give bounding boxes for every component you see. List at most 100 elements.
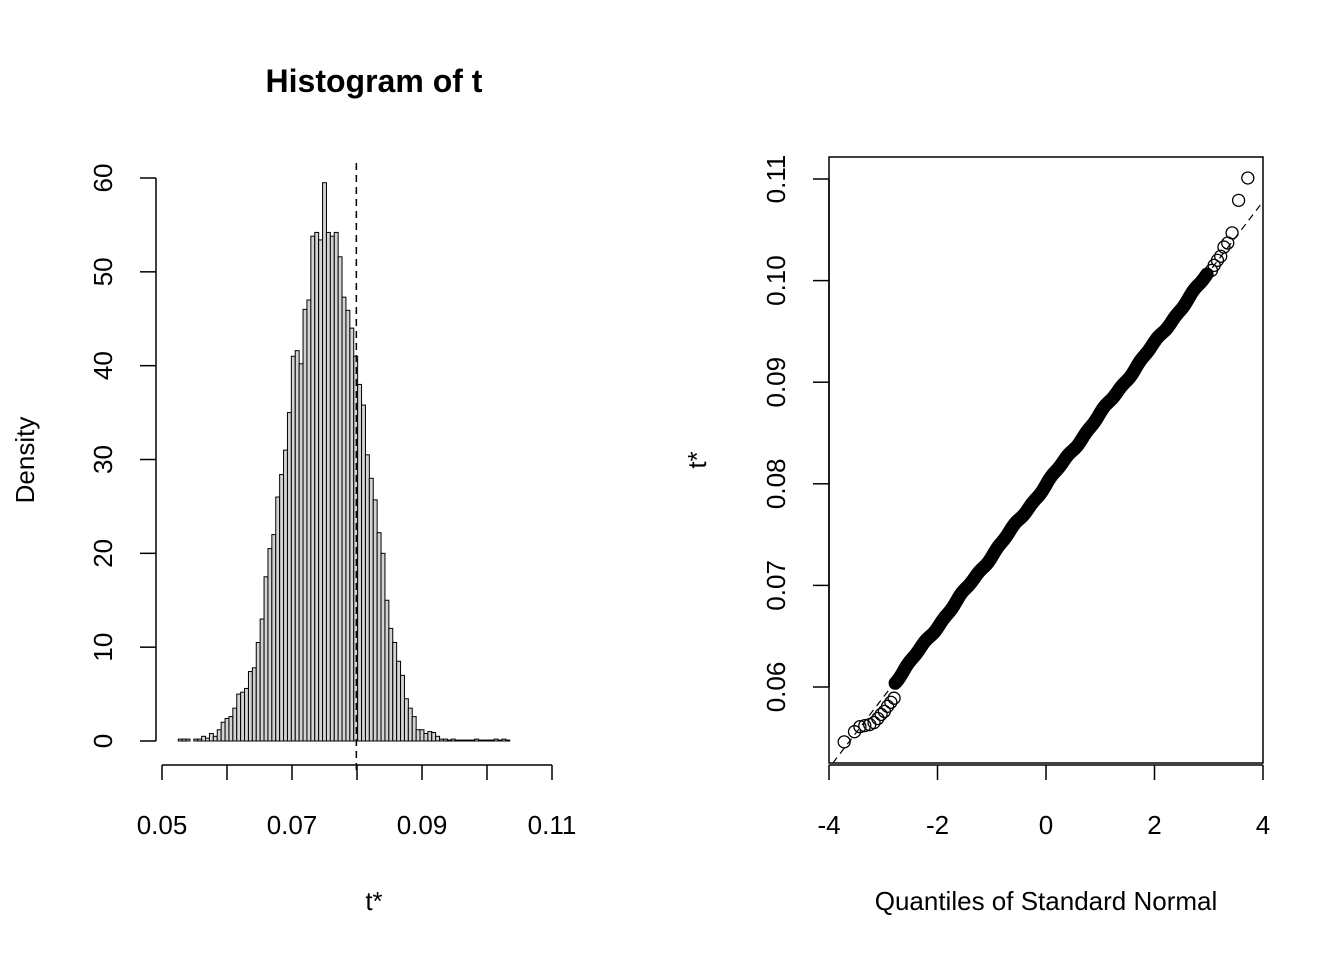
qq-y-tick-label: 0.10	[761, 255, 791, 306]
histogram-bar	[263, 576, 269, 742]
histogram-bar	[290, 355, 296, 742]
histogram-panel: Histogram of t t* Density 0.05 0.07 0.09 0.…	[10, 63, 576, 916]
histogram-bar	[341, 296, 347, 742]
histogram-x-axis: 0.05 0.07 0.09 0.11	[137, 764, 577, 840]
histogram-bar	[283, 449, 288, 742]
histogram-bar	[247, 671, 253, 742]
histogram-bar	[177, 738, 183, 742]
histogram-bar	[345, 309, 351, 742]
histogram-bar	[314, 231, 320, 742]
histogram-bar	[244, 687, 249, 742]
histogram-bar	[400, 674, 405, 742]
histogram-bar	[197, 738, 203, 742]
histogram-y-tick-label: 30	[88, 445, 118, 474]
qq-point	[867, 715, 881, 730]
histogram-bar	[505, 739, 511, 742]
histogram-bar	[271, 534, 277, 742]
histogram-bar	[294, 350, 300, 742]
histogram-bar	[329, 235, 335, 742]
qq-y-axis: 0.06 0.07 0.08 0.09 0.10 0.11	[761, 155, 830, 713]
histogram-bar	[228, 716, 234, 742]
histogram-bar	[485, 739, 491, 742]
histogram-bar	[368, 477, 374, 742]
qq-x-tick-label: 2	[1147, 810, 1161, 840]
histogram-bar	[427, 731, 433, 742]
histogram-title: Histogram of t	[266, 63, 483, 99]
histogram-bar	[310, 235, 316, 742]
histogram-y-tick-label: 10	[88, 633, 118, 662]
qq-point	[1241, 171, 1255, 185]
histogram-bar	[205, 737, 210, 742]
qq-point	[1210, 253, 1225, 267]
histogram-bar	[411, 716, 417, 742]
qq-y-tick-label: 0.07	[761, 560, 791, 611]
histogram-x-tick-label: 0.05	[137, 810, 188, 840]
histogram-bar	[306, 299, 312, 742]
histogram-bar	[349, 327, 355, 742]
histogram-bar	[337, 256, 343, 742]
histogram-bar	[403, 698, 409, 742]
histogram-bar	[497, 739, 503, 742]
qq-reference-line	[832, 201, 1264, 764]
qq-y-tick-label: 0.09	[761, 357, 791, 408]
histogram-y-tick-label: 0	[88, 734, 118, 748]
histogram-bar	[396, 660, 402, 742]
qq-point	[874, 707, 888, 722]
histogram-bar	[392, 641, 398, 742]
qq-point	[880, 699, 895, 713]
qq-points	[837, 171, 1255, 749]
qq-x-tick-label: -4	[817, 810, 840, 840]
qq-y-tick-label: 0.06	[761, 662, 791, 713]
histogram-bar	[193, 738, 199, 742]
histogram-bar	[439, 738, 444, 742]
qq-point	[1214, 249, 1228, 263]
histogram-bar	[357, 383, 363, 742]
qq-y-tick-label: 0.08	[761, 458, 791, 509]
histogram-bar	[240, 691, 246, 742]
histogram-bar	[298, 363, 304, 742]
qq-plot-frame	[828, 156, 1264, 764]
histogram-bar	[361, 404, 366, 742]
histogram-bar	[481, 739, 487, 742]
qq-y-tick-label: 0.11	[761, 155, 791, 204]
histogram-bar	[224, 717, 230, 742]
histogram-bar	[388, 627, 394, 742]
qq-point	[884, 695, 898, 709]
histogram-bar	[333, 231, 339, 742]
histogram-y-axis-label: Density	[10, 417, 40, 504]
histogram-bar	[279, 474, 285, 742]
histogram-bar	[364, 454, 370, 742]
qq-x-axis-label: Quantiles of Standard Normal	[875, 886, 1218, 916]
histogram-bar	[470, 739, 476, 742]
histogram-y-tick-label: 60	[88, 164, 118, 193]
qq-point	[853, 719, 867, 734]
histogram-bar	[236, 693, 242, 742]
histogram-bar	[251, 667, 257, 742]
histogram-bar	[220, 721, 226, 742]
histogram-x-axis-label: t*	[365, 886, 382, 916]
histogram-bar	[435, 735, 441, 742]
qq-point	[1231, 193, 1246, 207]
qq-x-axis: -4 -2 0 2 4	[817, 764, 1270, 840]
histogram-x-tick-label: 0.09	[397, 810, 448, 840]
histogram-bar	[380, 552, 386, 742]
histogram-bar	[407, 707, 413, 742]
histogram-bar	[255, 641, 261, 742]
histogram-bar	[454, 739, 460, 742]
histogram-bar	[322, 182, 327, 742]
histogram-bar	[267, 548, 273, 742]
histogram-bar	[318, 239, 324, 742]
histogram-bar	[474, 738, 480, 742]
histogram-y-axis: 0 10 20 30 40 50 60	[88, 164, 157, 748]
histogram-bar	[286, 412, 292, 742]
histogram-bar	[419, 729, 425, 742]
histogram-bar	[201, 735, 207, 742]
histogram-bar	[466, 739, 472, 742]
histogram-bars	[177, 182, 511, 742]
histogram-bar	[462, 739, 468, 742]
histogram-bar	[372, 499, 378, 742]
histogram-bar	[423, 732, 429, 742]
histogram-x-tick-label: 0.11	[528, 810, 577, 840]
qq-point	[858, 718, 872, 733]
qq-point	[837, 735, 851, 749]
